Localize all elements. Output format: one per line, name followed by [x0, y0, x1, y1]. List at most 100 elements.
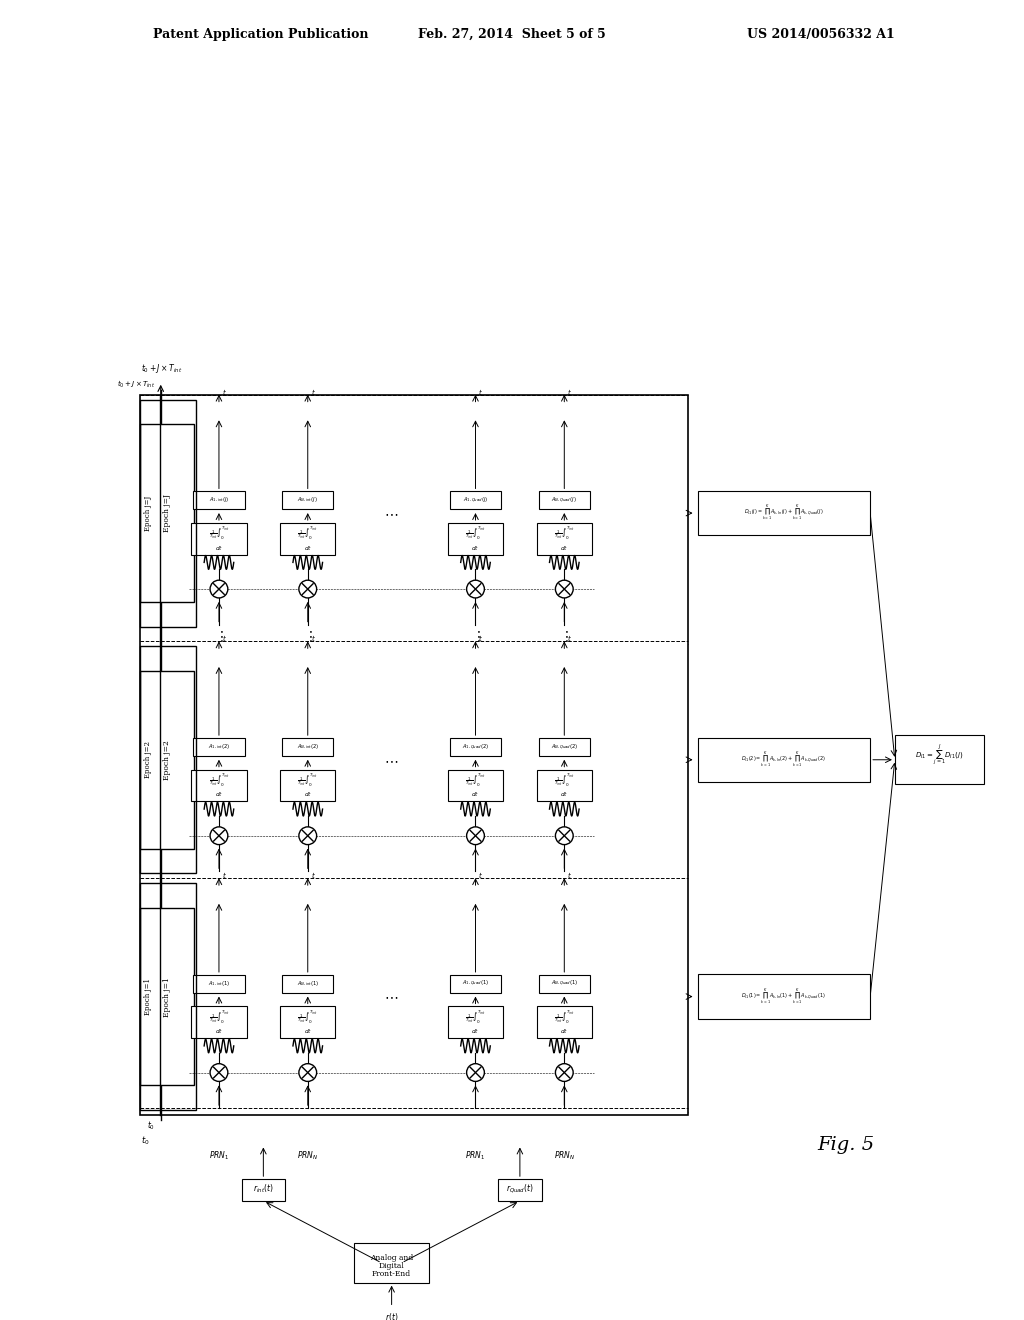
Text: $dt$: $dt$: [215, 544, 223, 552]
FancyBboxPatch shape: [450, 738, 501, 756]
Text: $dt$: $dt$: [560, 1027, 568, 1035]
Text: Front-End: Front-End: [372, 1270, 412, 1278]
Text: $r(t)$: $r(t)$: [385, 1311, 398, 1320]
FancyBboxPatch shape: [194, 975, 245, 993]
FancyBboxPatch shape: [281, 523, 336, 554]
Text: $PRN_N$: $PRN_N$: [554, 1150, 575, 1162]
FancyBboxPatch shape: [895, 735, 984, 784]
FancyBboxPatch shape: [450, 491, 501, 510]
Text: $\vdots$: $\vdots$: [303, 628, 312, 644]
Text: $r_{Quad}(t)$: $r_{Quad}(t)$: [506, 1183, 534, 1196]
Text: Fig. 5: Fig. 5: [817, 1135, 874, 1154]
Text: $t_0 + J \times T_{int}$: $t_0 + J \times T_{int}$: [141, 362, 182, 375]
Text: $dt$: $dt$: [560, 544, 568, 552]
Circle shape: [210, 1064, 227, 1081]
Text: $A_{N,int}(1)$: $A_{N,int}(1)$: [297, 979, 319, 987]
Text: $\frac{1}{T_{int}}\int_{0}^{T_{int}}$: $\frac{1}{T_{int}}\int_{0}^{T_{int}}$: [465, 525, 485, 543]
Text: $\frac{1}{T_{int}}\int_{0}^{T_{int}}$: $\frac{1}{T_{int}}\int_{0}^{T_{int}}$: [554, 1010, 574, 1026]
Circle shape: [555, 1064, 573, 1081]
Text: $PRN_1$: $PRN_1$: [465, 1150, 485, 1162]
FancyBboxPatch shape: [140, 424, 195, 602]
Text: $\vdots$: $\vdots$: [559, 628, 569, 644]
Text: $A_{N,int}(J)$: $A_{N,int}(J)$: [297, 496, 318, 504]
FancyBboxPatch shape: [282, 738, 334, 756]
FancyBboxPatch shape: [140, 908, 195, 1085]
Text: $t$: $t$: [310, 387, 315, 397]
FancyBboxPatch shape: [539, 738, 590, 756]
Text: $dt$: $dt$: [471, 791, 479, 799]
Text: $PRN_1$: $PRN_1$: [209, 1150, 229, 1162]
Text: US 2014/0056332 A1: US 2014/0056332 A1: [748, 28, 895, 41]
Circle shape: [555, 826, 573, 845]
Text: $\vdots$: $\vdots$: [214, 628, 224, 644]
Text: Epoch j=1: Epoch j=1: [163, 977, 171, 1016]
Text: Epoch j=J: Epoch j=J: [144, 495, 152, 531]
Text: $A_{N,int}(2)$: $A_{N,int}(2)$: [297, 743, 319, 751]
FancyBboxPatch shape: [282, 975, 334, 993]
Text: $t$: $t$: [478, 634, 483, 643]
Text: $\frac{1}{T_{int}}\int_{0}^{T_{int}}$: $\frac{1}{T_{int}}\int_{0}^{T_{int}}$: [297, 772, 318, 789]
Text: $A_{1,Quad}(J)$: $A_{1,Quad}(J)$: [463, 495, 488, 504]
Text: $A_{1,int}(2)$: $A_{1,int}(2)$: [208, 743, 230, 751]
Text: $t$: $t$: [310, 870, 315, 880]
Text: $\frac{1}{T_{int}}\int_{0}^{T_{int}}$: $\frac{1}{T_{int}}\int_{0}^{T_{int}}$: [554, 772, 574, 789]
FancyBboxPatch shape: [539, 975, 590, 993]
FancyBboxPatch shape: [537, 770, 592, 801]
Text: $\frac{1}{T_{int}}\int_{0}^{T_{int}}$: $\frac{1}{T_{int}}\int_{0}^{T_{int}}$: [209, 1010, 229, 1026]
Text: $A_{N,Quad}(2)$: $A_{N,Quad}(2)$: [551, 742, 578, 751]
FancyBboxPatch shape: [191, 770, 247, 801]
Text: $t$: $t$: [478, 870, 483, 880]
Text: $A_{N,Quad}(J)$: $A_{N,Quad}(J)$: [552, 495, 578, 504]
FancyBboxPatch shape: [191, 523, 247, 554]
Text: $dt$: $dt$: [560, 791, 568, 799]
FancyBboxPatch shape: [537, 1006, 592, 1038]
FancyBboxPatch shape: [242, 1179, 285, 1201]
Text: $PRN_N$: $PRN_N$: [297, 1150, 318, 1162]
Text: $dt$: $dt$: [304, 791, 312, 799]
FancyBboxPatch shape: [697, 738, 870, 781]
Text: $D_{I1}(J)=\prod_{k=1}^{K}A_{k,In}(J)+\prod_{k=1}^{K}A_{k,Quad}(J)$: $D_{I1}(J)=\prod_{k=1}^{K}A_{k,In}(J)+\p…: [744, 504, 823, 523]
Text: $A_{1,Quad}(2)$: $A_{1,Quad}(2)$: [462, 742, 489, 751]
Text: $t_0$: $t_0$: [141, 1135, 150, 1147]
FancyBboxPatch shape: [697, 974, 870, 1019]
Circle shape: [210, 826, 227, 845]
Text: $r_{int}(t)$: $r_{int}(t)$: [253, 1183, 273, 1195]
Text: $dt$: $dt$: [471, 544, 479, 552]
FancyBboxPatch shape: [281, 1006, 336, 1038]
FancyBboxPatch shape: [140, 671, 195, 849]
Circle shape: [467, 1064, 484, 1081]
Text: Epoch j=2: Epoch j=2: [144, 742, 152, 779]
Text: $\frac{1}{T_{int}}\int_{0}^{T_{int}}$: $\frac{1}{T_{int}}\int_{0}^{T_{int}}$: [297, 525, 318, 543]
Circle shape: [299, 1064, 316, 1081]
Text: Digital: Digital: [379, 1262, 404, 1270]
Circle shape: [555, 581, 573, 598]
FancyBboxPatch shape: [191, 1006, 247, 1038]
Text: $dt$: $dt$: [215, 791, 223, 799]
FancyBboxPatch shape: [539, 491, 590, 510]
Text: $\cdots$: $\cdots$: [384, 752, 398, 767]
Text: $D_{I1}(1)=\prod_{k=1}^{K}A_{k,In}(1)+\prod_{k=1}^{K}A_{k,Quad}(1)$: $D_{I1}(1)=\prod_{k=1}^{K}A_{k,In}(1)+\p…: [741, 987, 826, 1006]
Text: $\frac{1}{T_{int}}\int_{0}^{T_{int}}$: $\frac{1}{T_{int}}\int_{0}^{T_{int}}$: [209, 772, 229, 789]
Text: $D_{I1} = \sum_{j=1}^{J} D_{I1}(j)$: $D_{I1} = \sum_{j=1}^{J} D_{I1}(j)$: [915, 742, 964, 768]
FancyBboxPatch shape: [537, 523, 592, 554]
Text: $\frac{1}{T_{int}}\int_{0}^{T_{int}}$: $\frac{1}{T_{int}}\int_{0}^{T_{int}}$: [209, 525, 229, 543]
Text: $\frac{1}{T_{int}}\int_{0}^{T_{int}}$: $\frac{1}{T_{int}}\int_{0}^{T_{int}}$: [465, 772, 485, 789]
Text: Analog and: Analog and: [370, 1254, 414, 1262]
Text: $\vdots$: $\vdots$: [471, 628, 480, 644]
Text: $A_{1,int}(J)$: $A_{1,int}(J)$: [209, 496, 229, 504]
Text: Epoch j=2: Epoch j=2: [163, 739, 171, 780]
Text: $\frac{1}{T_{int}}\int_{0}^{T_{int}}$: $\frac{1}{T_{int}}\int_{0}^{T_{int}}$: [554, 525, 574, 543]
Text: $t$: $t$: [567, 387, 572, 397]
Text: Epoch j=1: Epoch j=1: [144, 978, 152, 1015]
FancyBboxPatch shape: [697, 491, 870, 536]
Text: $t$: $t$: [222, 870, 227, 880]
Text: $t$: $t$: [310, 634, 315, 643]
Text: $t_0+J\times T_{int}$: $t_0+J\times T_{int}$: [117, 379, 155, 389]
Text: $dt$: $dt$: [215, 1027, 223, 1035]
Text: $t$: $t$: [567, 870, 572, 880]
Text: $t$: $t$: [478, 387, 483, 397]
Text: $dt$: $dt$: [304, 1027, 312, 1035]
Text: $t$: $t$: [222, 387, 227, 397]
Text: Patent Application Publication: Patent Application Publication: [153, 28, 369, 41]
Text: $D_{I1}(2)=\prod_{k=1}^{K}A_{k,In}(2)+\prod_{k=1}^{K}A_{k,Quad}(2)$: $D_{I1}(2)=\prod_{k=1}^{K}A_{k,In}(2)+\p…: [741, 750, 826, 770]
